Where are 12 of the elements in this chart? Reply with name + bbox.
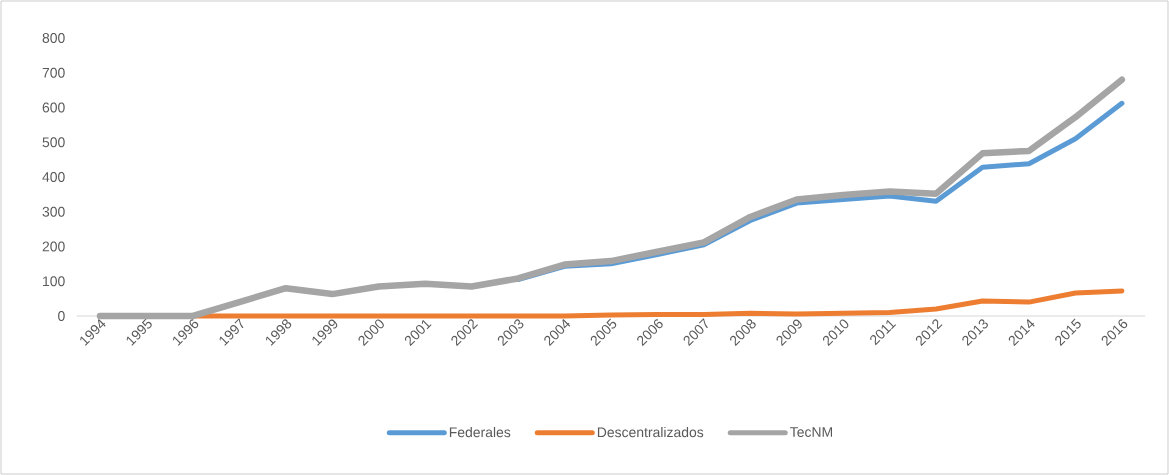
y-tick-label: 700 xyxy=(42,67,65,78)
legend-label: Descentralizados xyxy=(597,426,704,438)
legend-label: TecNM xyxy=(790,427,833,437)
y-tick-label: 400 xyxy=(42,172,65,182)
y-tick-label: 100 xyxy=(43,276,65,287)
y-tick-label: 200 xyxy=(42,241,65,252)
y-tick-label: 300 xyxy=(42,206,65,217)
y-tick-label: 800 xyxy=(42,33,65,43)
y-tick-label: 0 xyxy=(58,311,65,321)
y-tick-label: 500 xyxy=(42,137,65,148)
y-tick-label: 600 xyxy=(42,102,65,113)
legend-label: Federales xyxy=(449,426,511,438)
